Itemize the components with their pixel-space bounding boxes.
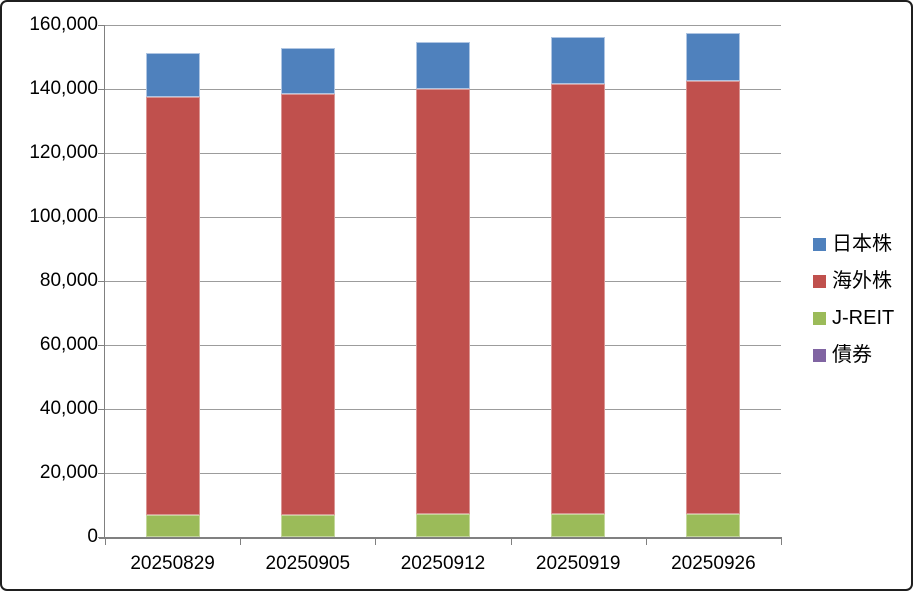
legend-item-label: J-REIT	[832, 307, 895, 329]
legend-item: J-REIT	[813, 308, 894, 329]
y-tick	[98, 537, 105, 538]
y-tick	[98, 89, 105, 90]
legend-item: 日本株	[813, 234, 894, 255]
bar-segment	[686, 33, 741, 81]
y-axis-label: 100,000	[29, 206, 98, 227]
y-tick	[98, 345, 105, 346]
legend-swatch	[813, 238, 826, 251]
y-tick	[98, 217, 105, 218]
x-axis-label: 20250912	[400, 553, 486, 574]
y-tick	[98, 409, 105, 410]
x-tick	[510, 537, 512, 545]
legend: 日本株海外株 J-REIT 債券	[813, 234, 894, 382]
y-tick	[98, 473, 105, 474]
y-axis-label: 80,000	[39, 270, 98, 291]
gridline	[105, 25, 781, 26]
x-tick	[645, 537, 647, 545]
y-axis-label: 0	[87, 526, 98, 547]
x-axis-label: 20250919	[535, 553, 621, 574]
y-tick	[98, 25, 105, 26]
legend-item: 海外株	[813, 271, 894, 292]
y-axis-label: 60,000	[39, 334, 98, 355]
x-tick	[105, 537, 106, 545]
x-axis-label: 20250905	[265, 553, 351, 574]
bar-segment	[145, 52, 200, 98]
legend-item-label: 日本株	[832, 233, 892, 255]
x-axis-line	[99, 537, 781, 539]
y-tick	[98, 153, 105, 154]
bar-segment	[416, 89, 470, 515]
y-axis-label: 120,000	[29, 142, 98, 163]
y-axis-label: 40,000	[39, 398, 98, 419]
y-axis-line	[104, 25, 105, 539]
bar-segment	[551, 514, 606, 537]
legend-item-label: 債券	[832, 344, 872, 366]
y-tick	[98, 281, 105, 282]
bar-segment	[416, 41, 470, 90]
bar-segment	[686, 81, 741, 515]
x-axis-label: 20250829	[130, 553, 215, 574]
x-tick	[375, 537, 377, 545]
y-axis-label: 160,000	[29, 14, 98, 35]
y-axis-label: 140,000	[29, 78, 98, 99]
y-axis-label: 20,000	[39, 462, 98, 483]
plot-area	[105, 25, 781, 537]
bar-segment	[551, 36, 606, 85]
x-tick	[781, 537, 782, 545]
legend-swatch	[813, 312, 826, 325]
legend-item-label: 海外株	[832, 270, 892, 292]
bar-segment	[686, 514, 741, 537]
bar-segment	[280, 94, 335, 515]
legend-swatch	[813, 275, 826, 288]
bar-segment	[280, 48, 335, 95]
bar-segment	[145, 97, 200, 515]
bar-segment	[416, 514, 470, 537]
x-tick	[240, 537, 242, 545]
legend-item: 債券	[813, 345, 894, 366]
x-axis-label: 20250926	[671, 553, 756, 574]
bar-segment	[551, 84, 606, 515]
bar-segment	[280, 514, 335, 537]
bar-segment	[145, 514, 200, 537]
legend-swatch	[813, 349, 826, 362]
